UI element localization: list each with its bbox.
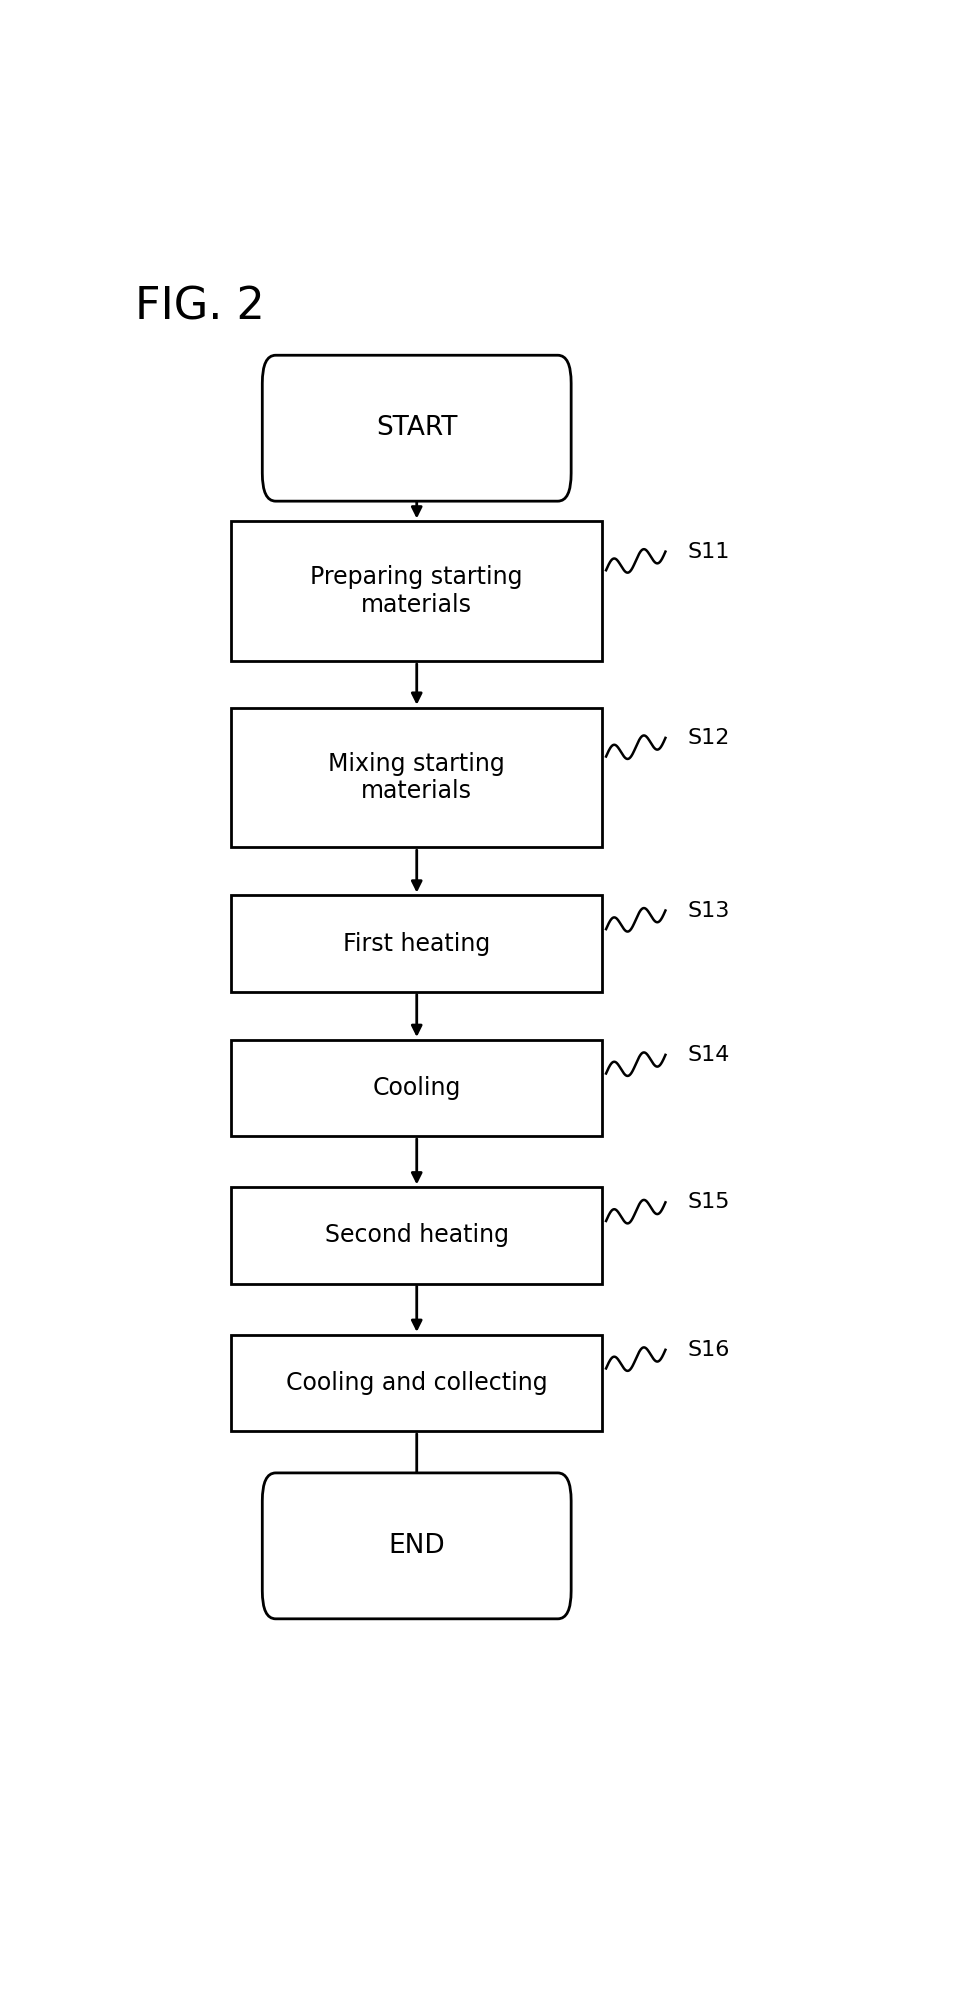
- FancyBboxPatch shape: [262, 1474, 571, 1619]
- FancyBboxPatch shape: [231, 895, 603, 992]
- Text: Preparing starting
materials: Preparing starting materials: [310, 564, 523, 617]
- FancyBboxPatch shape: [231, 1187, 603, 1284]
- Text: S15: S15: [688, 1191, 730, 1212]
- Text: END: END: [388, 1532, 445, 1558]
- Text: S13: S13: [688, 901, 730, 921]
- FancyBboxPatch shape: [262, 355, 571, 502]
- Text: Mixing starting
materials: Mixing starting materials: [329, 752, 505, 802]
- Text: First heating: First heating: [343, 931, 490, 956]
- Text: Cooling: Cooling: [373, 1077, 461, 1101]
- Text: START: START: [376, 415, 458, 442]
- FancyBboxPatch shape: [231, 708, 603, 847]
- Text: Second heating: Second heating: [325, 1224, 509, 1248]
- FancyBboxPatch shape: [231, 522, 603, 661]
- Text: S16: S16: [688, 1341, 730, 1361]
- Text: FIG. 2: FIG. 2: [134, 286, 264, 329]
- Text: S12: S12: [688, 728, 730, 748]
- Text: S14: S14: [688, 1044, 730, 1064]
- Text: Cooling and collecting: Cooling and collecting: [285, 1371, 548, 1395]
- FancyBboxPatch shape: [231, 1040, 603, 1137]
- Text: S11: S11: [688, 542, 730, 562]
- FancyBboxPatch shape: [231, 1335, 603, 1431]
